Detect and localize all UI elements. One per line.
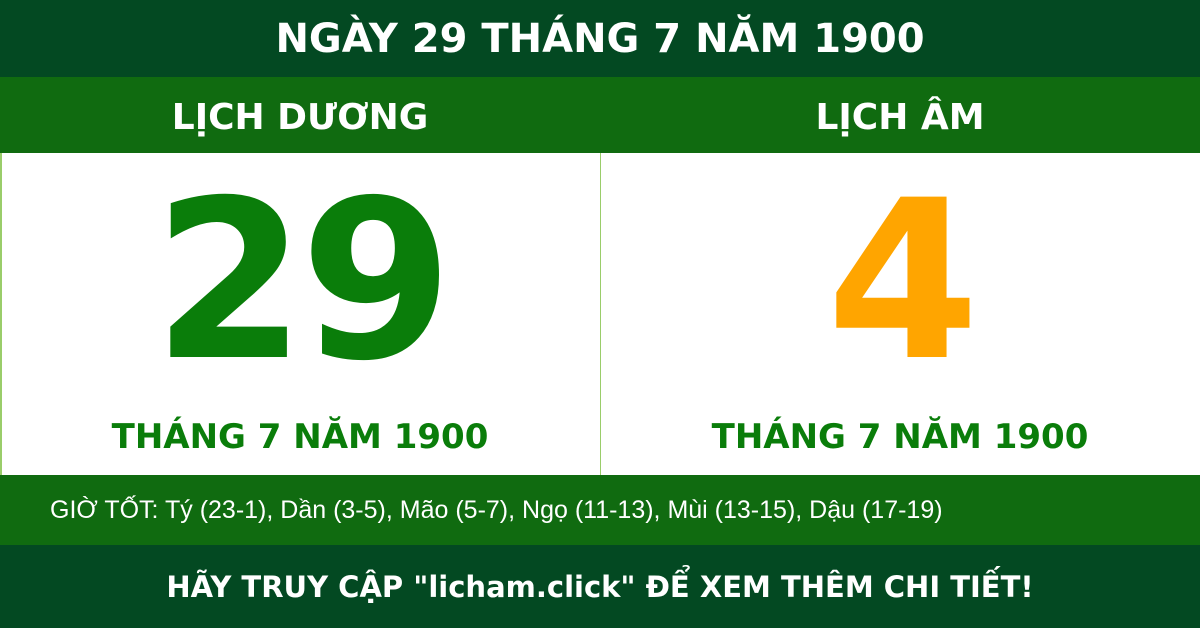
page-title: NGÀY 29 THÁNG 7 NĂM 1900 — [0, 0, 1200, 77]
lunar-heading: LỊCH ÂM — [815, 96, 985, 138]
lunar-column: 4 THÁNG 7 NĂM 1900 — [600, 153, 1200, 475]
solar-column: 29 THÁNG 7 NĂM 1900 — [0, 153, 600, 475]
solar-heading: LỊCH DƯƠNG — [171, 96, 429, 138]
lunar-month-year: THÁNG 7 NĂM 1900 — [711, 417, 1089, 457]
footer-cta: HÃY TRUY CẬP "licham.click" ĐỂ XEM THÊM … — [0, 545, 1200, 628]
lunar-day: 4 — [826, 153, 979, 409]
solar-day: 29 — [152, 153, 453, 409]
solar-month-year: THÁNG 7 NĂM 1900 — [111, 417, 489, 457]
calendar-headings: LỊCH DƯƠNG LỊCH ÂM — [0, 77, 1200, 153]
good-hours: GIỜ TỐT: Tý (23-1), Dần (3-5), Mão (5-7)… — [0, 475, 1200, 545]
column-divider — [600, 153, 601, 475]
